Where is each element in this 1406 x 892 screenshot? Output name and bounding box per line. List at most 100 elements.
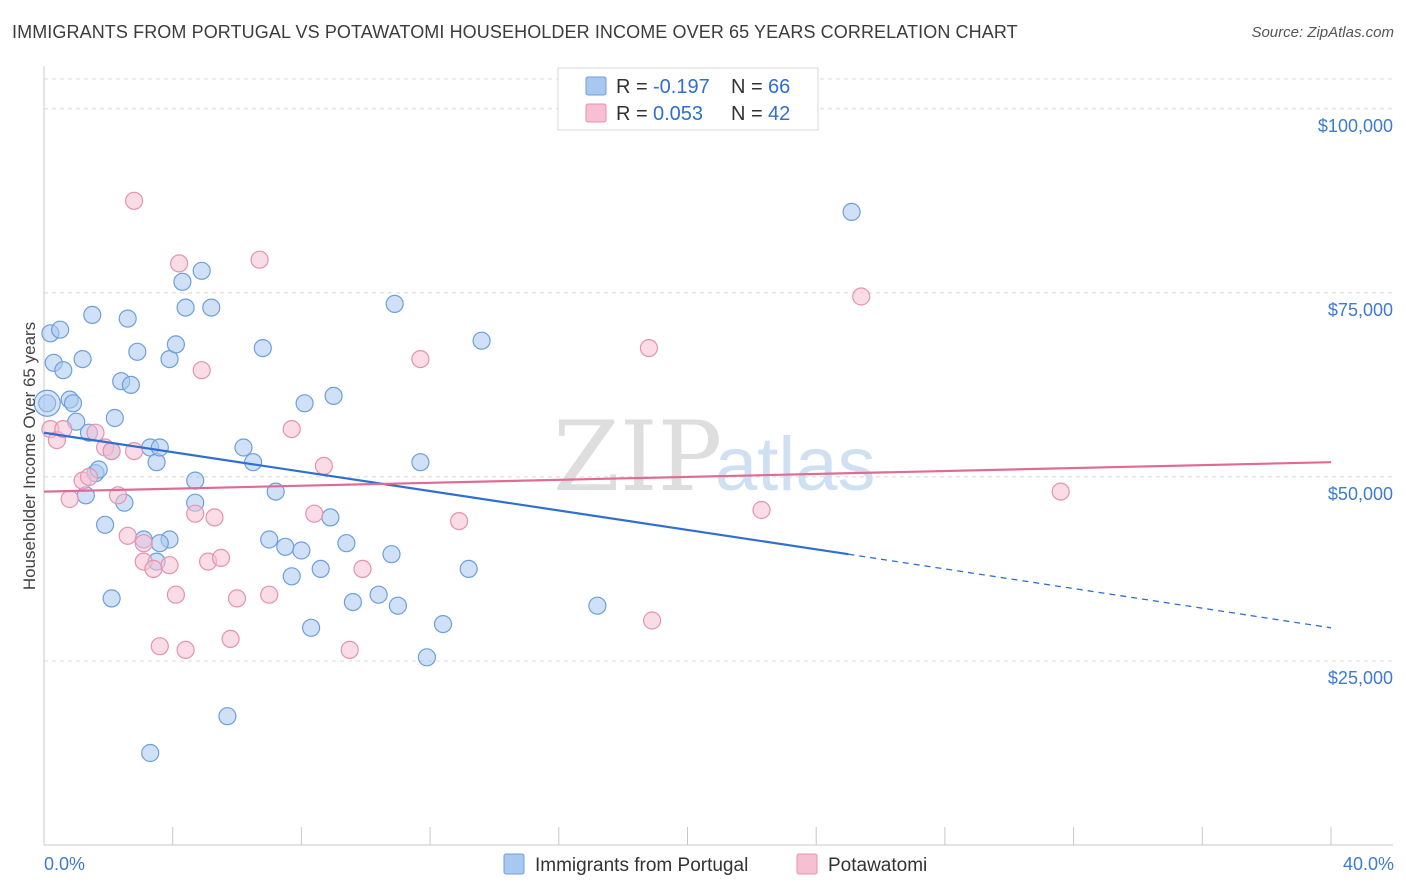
point-portugal <box>382 545 401 564</box>
point-potawatomi <box>852 287 871 306</box>
point-portugal <box>253 339 272 358</box>
bottom-legend-label-portugal: Immigrants from Portugal <box>535 855 748 876</box>
legend-n-label-potawatomi: N = <box>731 103 763 125</box>
point-potawatomi <box>305 504 324 523</box>
point-portugal <box>128 342 147 361</box>
point-potawatomi <box>160 556 179 575</box>
grid-lines <box>44 78 1393 662</box>
point-potawatomi <box>221 629 240 649</box>
point-portugal <box>234 438 253 457</box>
legend-r-label-potawatomi: R = <box>616 103 648 125</box>
legend-top: R = -0.197 N = 66 R = 0.053 N = 42 <box>557 67 819 131</box>
point-potawatomi <box>79 467 99 486</box>
scatter-points <box>33 191 1070 763</box>
legend-n-value-potawatomi: 42 <box>768 103 790 125</box>
point-portugal <box>150 438 169 457</box>
point-potawatomi <box>134 534 153 553</box>
point-portugal <box>202 298 221 317</box>
point-portugal <box>76 486 95 505</box>
point-portugal <box>459 559 478 579</box>
point-portugal <box>102 589 121 608</box>
point-portugal <box>105 408 124 428</box>
y-tick-label: $25,000 <box>1328 668 1393 688</box>
legend-r-label-portugal: R = <box>616 76 648 98</box>
point-potawatomi <box>192 361 211 380</box>
point-portugal <box>411 453 430 472</box>
x-tick-label-min: 0.0% <box>44 854 85 874</box>
point-potawatomi <box>186 504 205 523</box>
point-portugal <box>54 361 73 380</box>
legend-swatch-portugal <box>585 76 607 96</box>
point-portugal <box>50 320 70 339</box>
x-tick-label-max: 40.0% <box>1343 854 1394 874</box>
point-potawatomi <box>250 250 269 269</box>
point-portugal <box>83 305 102 324</box>
point-potawatomi <box>54 420 73 439</box>
point-portugal <box>337 534 356 553</box>
point-portugal <box>218 707 237 726</box>
point-potawatomi <box>170 254 189 273</box>
point-potawatomi <box>60 489 79 509</box>
point-potawatomi <box>752 500 771 520</box>
point-potawatomi <box>353 559 372 579</box>
trend-lines <box>43 431 1332 629</box>
point-portugal <box>292 541 311 560</box>
trend-line-portugal <box>43 431 849 556</box>
point-portugal <box>324 386 343 405</box>
point-portugal <box>244 453 263 472</box>
point-potawatomi <box>211 548 231 568</box>
point-portugal <box>176 298 195 317</box>
trend-line-potawatomi <box>43 461 1332 493</box>
point-portugal <box>118 309 137 328</box>
legend-n-value-portugal: 66 <box>768 76 790 98</box>
y-tick-label: $50,000 <box>1328 484 1393 504</box>
point-portugal <box>192 261 211 280</box>
point-portugal <box>588 596 607 615</box>
y-tick-label: $100,000 <box>1318 116 1393 136</box>
point-portugal <box>311 559 330 579</box>
point-portugal <box>295 394 314 413</box>
point-potawatomi <box>166 585 185 604</box>
point-portugal <box>141 743 160 763</box>
point-portugal <box>166 335 185 354</box>
point-potawatomi <box>282 420 301 439</box>
watermark-zip: ZIP <box>553 401 722 513</box>
point-portugal <box>63 394 83 413</box>
y-tick-labels: $25,000 $50,000 $75,000 $100,000 <box>1318 116 1393 688</box>
source-label: Source: ZipAtlas.com <box>1251 24 1394 41</box>
legend-bottom: Immigrants from Portugal Potawatomi <box>503 853 927 876</box>
point-portugal <box>388 596 407 615</box>
legend-swatch-potawatomi <box>585 103 607 123</box>
point-potawatomi <box>205 508 224 527</box>
point-portugal <box>150 534 169 553</box>
point-potawatomi <box>411 350 430 369</box>
point-potawatomi <box>639 339 659 358</box>
point-potawatomi <box>125 191 144 210</box>
watermark-atlas: atlas <box>715 422 876 507</box>
point-portugal <box>121 375 140 394</box>
point-portugal <box>147 453 166 472</box>
bottom-legend-label-potawatomi: Potawatomi <box>828 855 927 876</box>
point-portugal <box>321 508 340 527</box>
point-portugal <box>95 515 115 534</box>
point-potawatomi <box>150 637 169 656</box>
point-portugal <box>276 537 295 556</box>
point-portugal <box>302 618 321 637</box>
chart-title: IMMIGRANTS FROM PORTUGAL VS POTAWATOMI H… <box>12 22 1018 42</box>
point-potawatomi <box>144 559 163 579</box>
point-portugal-large <box>33 389 61 417</box>
point-portugal <box>260 530 279 549</box>
point-portugal <box>282 567 301 586</box>
point-portugal <box>417 648 436 667</box>
axes <box>43 66 1393 846</box>
bottom-legend-swatch-potawatomi <box>796 853 818 875</box>
point-portugal <box>186 471 205 490</box>
point-portugal <box>472 331 491 350</box>
point-portugal <box>369 585 388 604</box>
trend-line-portugal-extension <box>848 553 1332 629</box>
legend-r-value-portugal: -0.197 <box>653 76 710 98</box>
y-axis-label: Householder Income Over 65 years <box>20 322 39 590</box>
point-potawatomi <box>176 640 195 660</box>
point-portugal <box>38 394 57 413</box>
